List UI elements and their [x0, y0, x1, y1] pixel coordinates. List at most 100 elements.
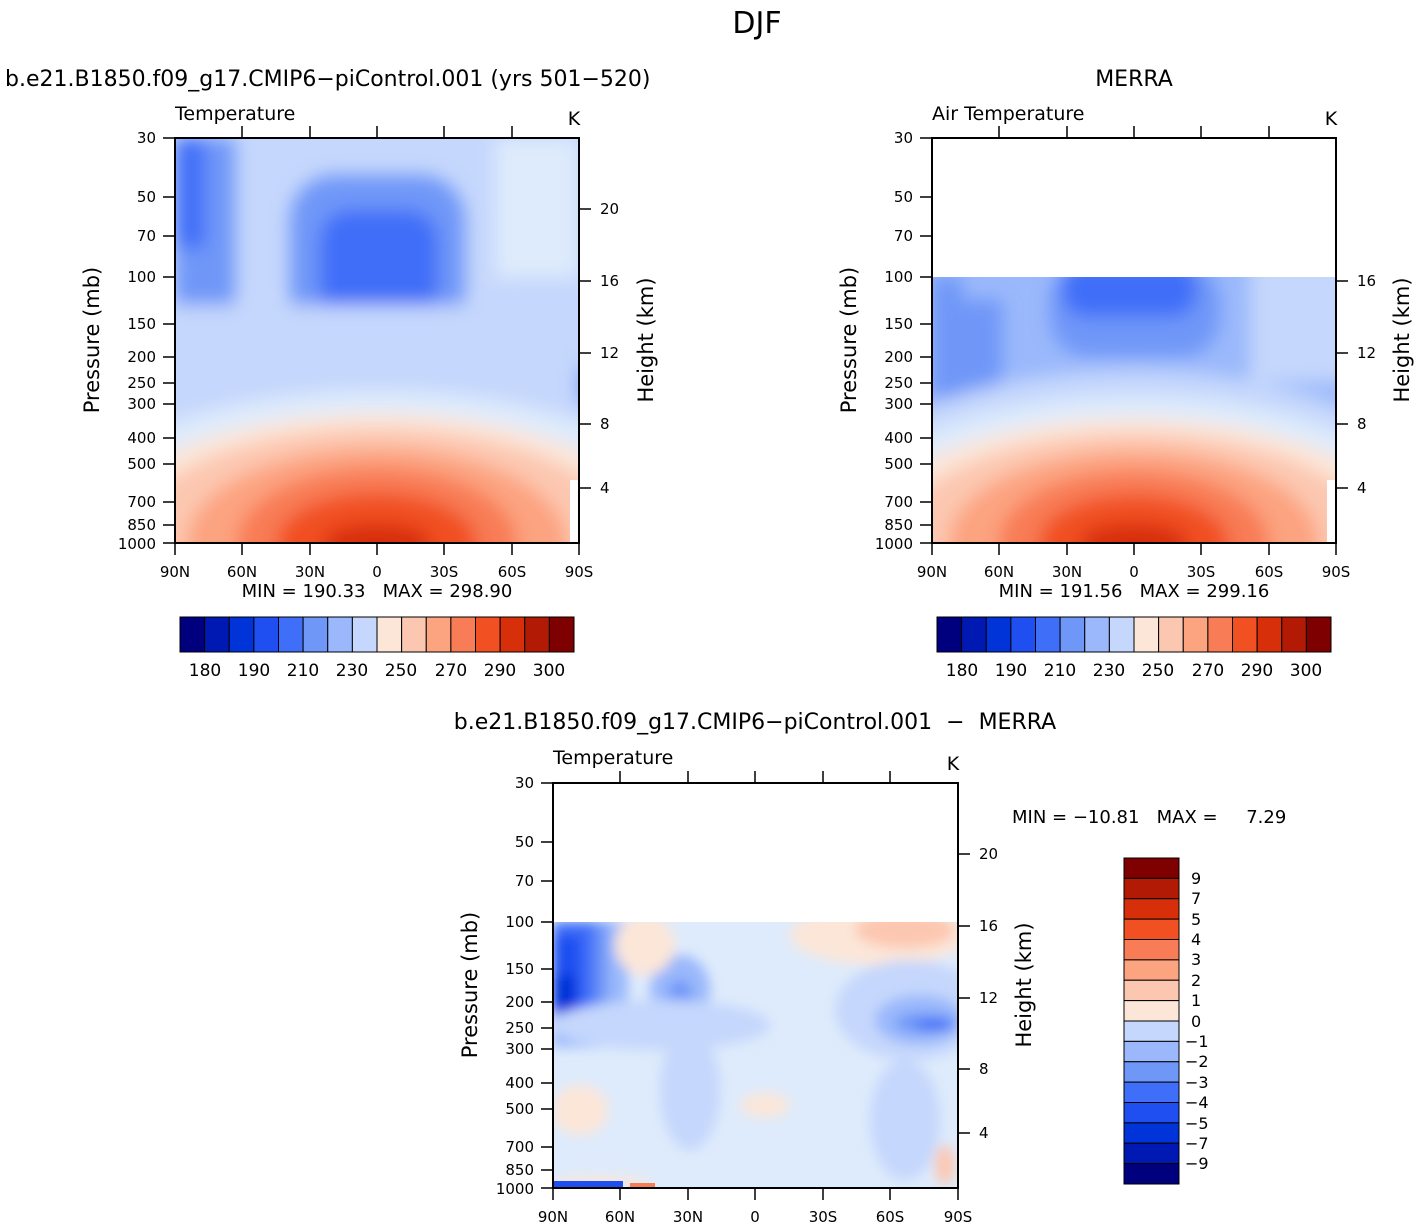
- ytick: 50: [515, 833, 534, 851]
- xtick: 30S: [1187, 563, 1216, 581]
- panel-obs-x-ticks: 90N 60N 30N 0 30S 60S 90S: [917, 563, 1350, 581]
- colorbar-label: 290: [1241, 661, 1273, 681]
- xtick: 30S: [430, 563, 459, 581]
- xtick: 90S: [1322, 563, 1351, 581]
- height-tick: 12: [600, 344, 619, 362]
- height-tick: 4: [600, 479, 610, 497]
- colorbar-swatch: [1059, 616, 1086, 653]
- colorbar-swatch: [1281, 616, 1307, 653]
- panel-diff-ylabel: Pressure (mb): [458, 912, 482, 1059]
- colorbar-swatch: [1123, 1122, 1180, 1144]
- panel-model-ylabel-right: Height (km): [634, 277, 658, 402]
- colorbar-swatch: [1123, 1020, 1180, 1042]
- panel-diff-colorbar: 9 7 5 4 3 2 1 0 −1 −2 −3 −4 −5 −7 −9: [1123, 857, 1209, 1185]
- height-tick: 20: [979, 845, 998, 863]
- height-tick: 8: [979, 1060, 989, 1078]
- panel-model-colorbar: 180 190 210 230 250 270 290 300: [179, 616, 575, 681]
- xtick: 60N: [605, 1208, 635, 1226]
- colorbar-swatch: [1256, 616, 1283, 653]
- ytick: 50: [894, 188, 913, 206]
- colorbar-label: 210: [1044, 661, 1076, 681]
- colorbar-swatch: [1123, 979, 1180, 1002]
- height-tick: 16: [600, 272, 619, 290]
- height-tick: 12: [979, 989, 998, 1007]
- xtick: 0: [372, 563, 382, 581]
- panel-obs-field: [932, 277, 1336, 543]
- colorbar-label: 3: [1191, 950, 1201, 969]
- ytick: 150: [884, 315, 913, 333]
- ytick: 300: [505, 1040, 534, 1058]
- ytick: 200: [884, 348, 913, 366]
- panel-diff-right-ticks: 20 16 12 8 4: [979, 845, 998, 1142]
- panel-model-y-ticks: 30 50 70 100 150 200 250 300 400 500 700…: [118, 129, 156, 553]
- ytick: 700: [884, 493, 913, 511]
- colorbar-swatch: [1123, 1040, 1180, 1063]
- colorbar-label: 270: [1192, 661, 1224, 681]
- panel-obs-title: MERRA: [1095, 67, 1173, 92]
- panel-diff-field: [553, 922, 958, 1188]
- colorbar-label: 210: [287, 661, 319, 681]
- panel-model-right-ticks: 20 16 12 8 4: [600, 200, 619, 497]
- panel-model-field: [175, 138, 579, 543]
- height-tick: 16: [979, 917, 998, 935]
- ytick: 250: [505, 1019, 534, 1037]
- xtick: 30N: [1052, 563, 1082, 581]
- xtick: 30S: [809, 1208, 838, 1226]
- panel-obs-variable: Air Temperature: [932, 103, 1084, 125]
- ytick: 400: [127, 429, 156, 447]
- colorbar-swatch: [1133, 616, 1160, 653]
- colorbar-swatch: [1182, 616, 1209, 653]
- ytick: 70: [137, 227, 156, 245]
- colorbar-label: −1: [1185, 1032, 1209, 1051]
- panel-model-x-ticks: 90N 60N 30N 0 30S 60S 90S: [160, 563, 593, 581]
- ytick: 850: [127, 516, 156, 534]
- panel-diff-x-ticks: 90N 60N 30N 0 30S 60S 90S: [538, 1208, 972, 1226]
- ytick: 1000: [875, 535, 913, 553]
- xtick: 30N: [673, 1208, 703, 1226]
- ytick: 300: [127, 395, 156, 413]
- ytick: 400: [884, 429, 913, 447]
- colorbar-swatch: [302, 616, 329, 653]
- colorbar-label: −9: [1185, 1154, 1209, 1173]
- height-tick: 16: [1357, 272, 1376, 290]
- colorbar-label: −7: [1185, 1134, 1209, 1153]
- height-tick: 12: [1357, 344, 1376, 362]
- panel-diff-ylabel-right: Height (km): [1012, 922, 1036, 1047]
- panel-diff-y-ticks: 30 50 70 100 150 200 250 300 400 500 700…: [496, 774, 534, 1198]
- colorbar-swatch: [961, 616, 987, 653]
- ytick: 100: [884, 268, 913, 286]
- colorbar-label: 230: [1093, 661, 1125, 681]
- xtick: 90N: [160, 563, 190, 581]
- panel-diff: b.e21.B1850.f09_g17.CMIP6−piControl.001 …: [454, 710, 1286, 1226]
- colorbar-swatch: [401, 616, 427, 653]
- figure-title: DJF: [732, 6, 781, 41]
- colorbar-swatch: [1123, 1102, 1180, 1124]
- ytick: 250: [884, 374, 913, 392]
- colorbar-swatch: [450, 616, 477, 653]
- colorbar-swatch: [179, 616, 206, 653]
- colorbar-label: 300: [1290, 661, 1322, 681]
- colorbar-swatch: [278, 616, 304, 653]
- colorbar-label: −5: [1185, 1114, 1209, 1133]
- ytick: 70: [894, 227, 913, 245]
- colorbar-swatch: [1123, 857, 1180, 879]
- panel-obs-colorbar-labels: 180 190 210 230 250 270 290 300: [946, 661, 1322, 681]
- panel-model-colorbar-labels: 180 190 210 230 250 270 290 300: [189, 661, 565, 681]
- panel-obs-y-ticks: 30 50 70 100 150 200 250 300 400 500 700…: [875, 129, 913, 553]
- colorbar-label: 180: [946, 661, 978, 681]
- ytick: 100: [505, 913, 534, 931]
- colorbar-swatch: [1123, 1081, 1180, 1104]
- colorbar-label: 190: [238, 661, 270, 681]
- panel-diff-colorbar-labels: 9 7 5 4 3 2 1 0 −1 −2 −3 −4 −5 −7 −9: [1185, 869, 1209, 1173]
- colorbar-swatch: [425, 616, 452, 653]
- panel-obs-ylabel: Pressure (mb): [837, 267, 861, 414]
- colorbar-swatch: [1123, 1000, 1180, 1022]
- ytick: 1000: [118, 535, 156, 553]
- ytick: 700: [127, 493, 156, 511]
- colorbar-label: 2: [1191, 971, 1201, 990]
- colorbar-swatch: [1158, 616, 1184, 653]
- height-tick: 8: [600, 415, 610, 433]
- ytick: 150: [505, 960, 534, 978]
- xtick: 90N: [917, 563, 947, 581]
- colorbar-label: 0: [1191, 1012, 1201, 1031]
